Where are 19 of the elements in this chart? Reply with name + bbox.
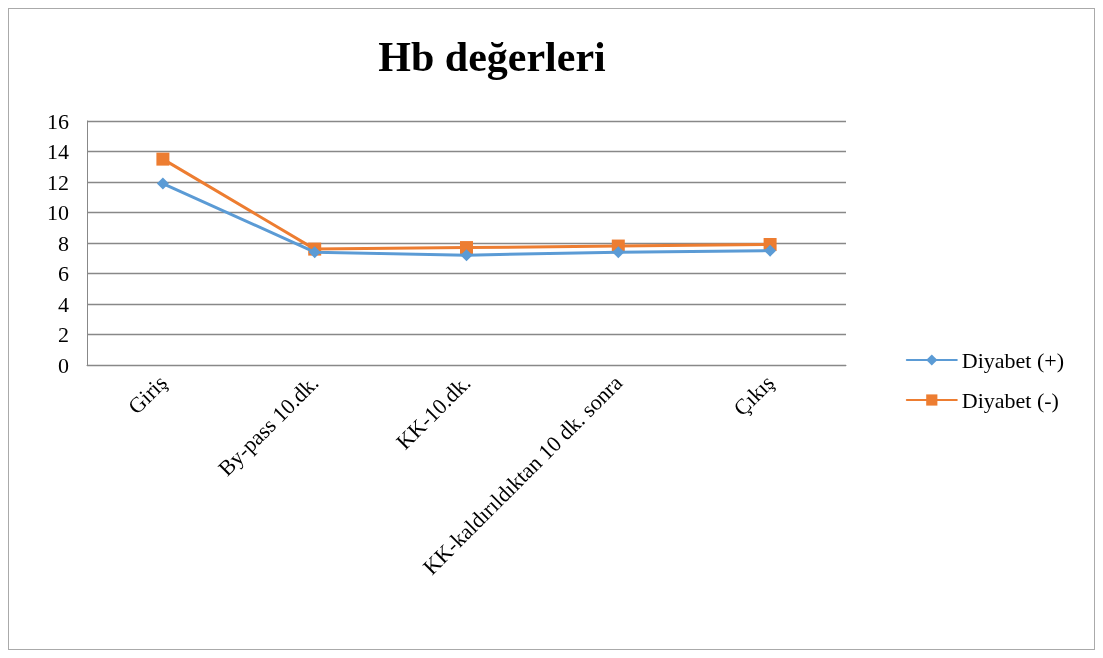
y-tick-label: 14	[47, 139, 69, 164]
point	[308, 246, 321, 259]
y-tick-label: 8	[58, 230, 69, 256]
point	[764, 244, 777, 257]
x-tick-label: Giriş	[122, 370, 172, 419]
point	[156, 152, 170, 166]
point	[612, 246, 625, 259]
point	[460, 249, 473, 262]
legend-label: Diyabet (-)	[961, 387, 1059, 413]
y-tick-label: 10	[47, 200, 69, 225]
y-tick-label: 4	[58, 291, 69, 317]
y-tick-label: 12	[47, 169, 69, 195]
y-tick-label: 0	[58, 352, 69, 378]
y-tick-label: 2	[58, 322, 69, 347]
point	[156, 177, 169, 190]
legend-label: Diyabet (+)	[961, 347, 1064, 373]
y-tick-label: 6	[58, 261, 69, 286]
chart-title: Hb değerleri	[378, 34, 607, 80]
y-tick-label: 16	[47, 108, 69, 134]
